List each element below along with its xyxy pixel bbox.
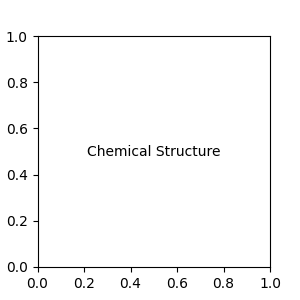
Text: Chemical Structure: Chemical Structure bbox=[87, 145, 220, 158]
